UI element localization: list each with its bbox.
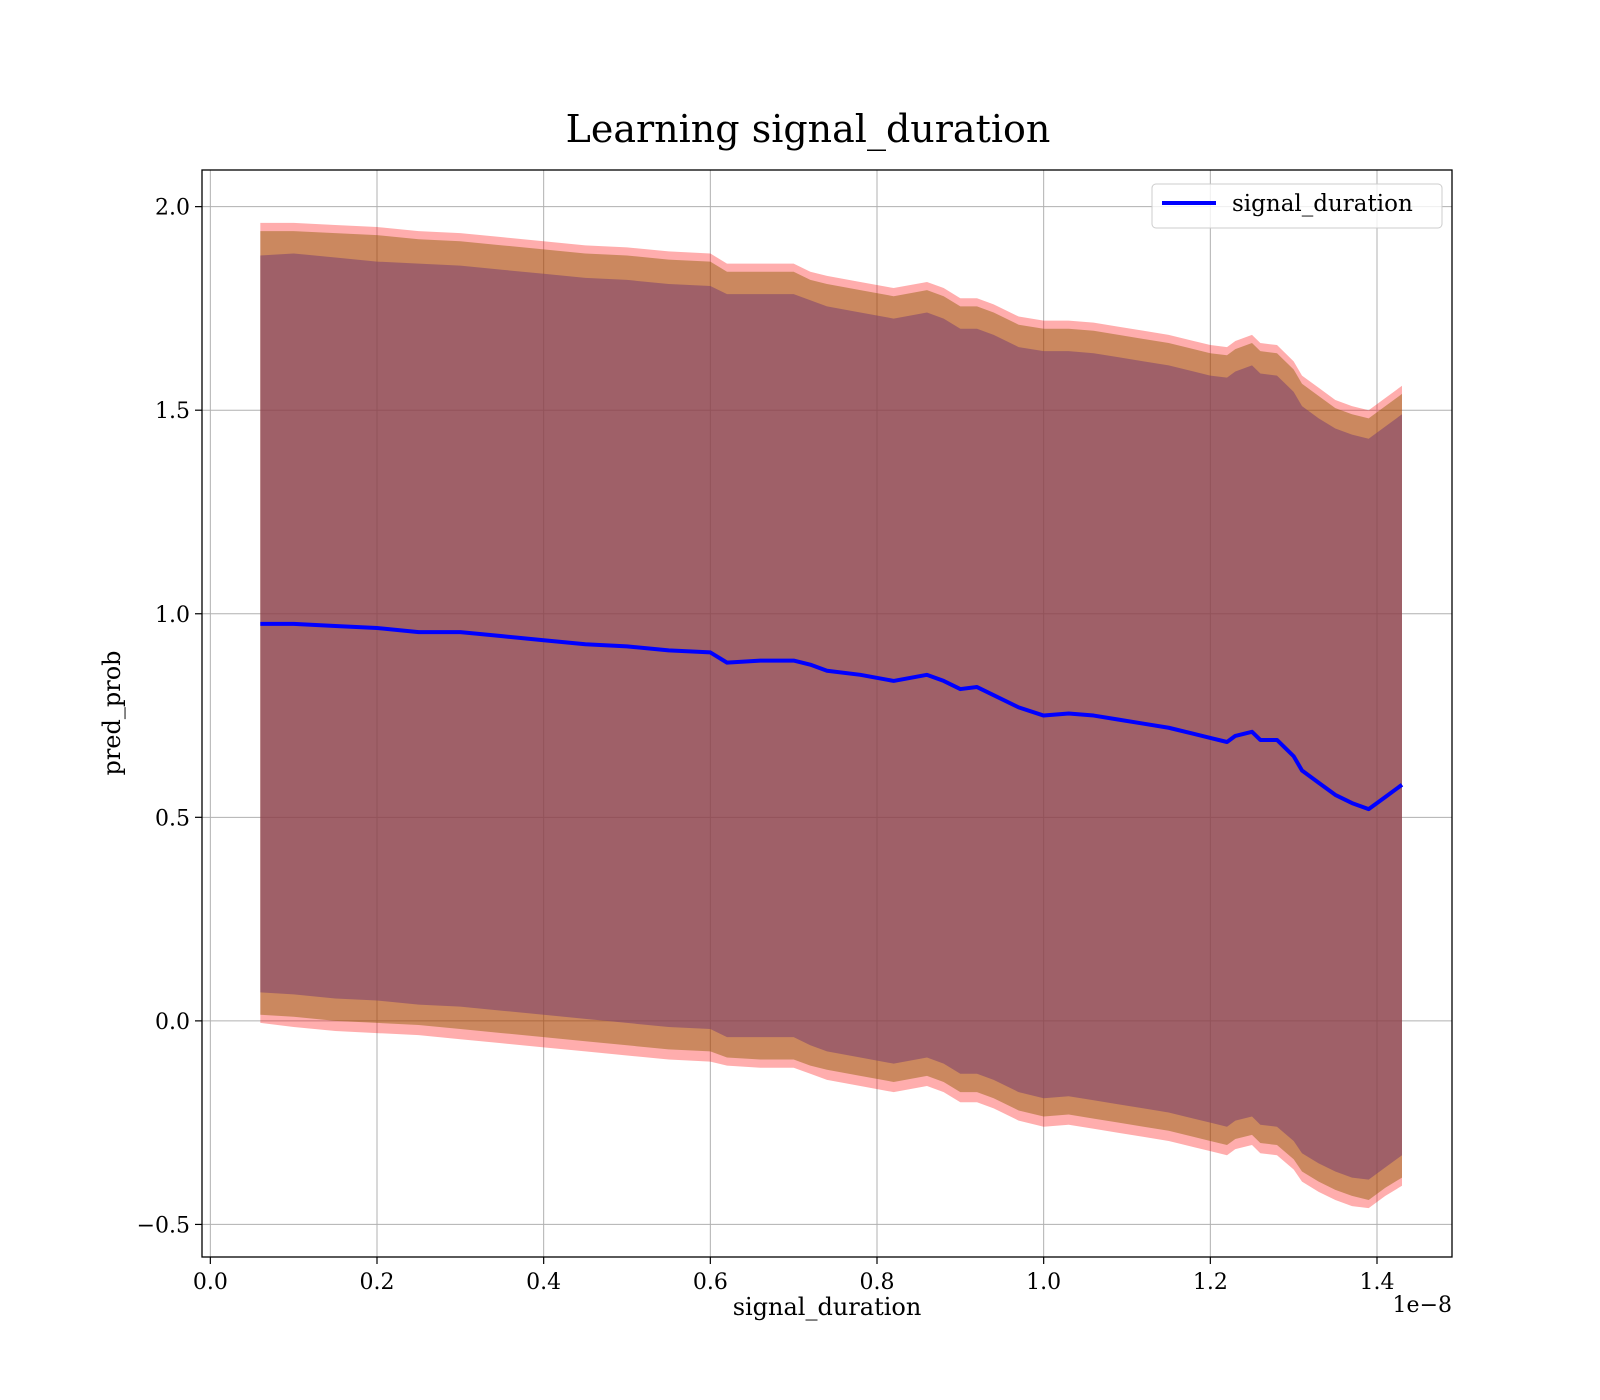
legend: signal_duration bbox=[1151, 183, 1443, 229]
y-axis-ticks: −0.5 0.0 0.5 1.0 1.5 2.0 bbox=[137, 196, 202, 1238]
core-band bbox=[260, 253, 1403, 1180]
legend-label: signal_duration bbox=[1232, 191, 1413, 217]
x-tick-label: 0.0 bbox=[193, 1270, 228, 1295]
x-tick-label: 1.4 bbox=[1360, 1270, 1395, 1295]
y-tick-label: 1.5 bbox=[155, 399, 190, 424]
x-tick-label: 0.4 bbox=[526, 1270, 561, 1295]
x-tick-label: 1.0 bbox=[1026, 1270, 1061, 1295]
y-tick-label: 0.5 bbox=[155, 806, 190, 831]
legend-box bbox=[1151, 183, 1443, 229]
x-tick-label: 0.8 bbox=[860, 1270, 895, 1295]
x-axis-offset-label: 1e−8 bbox=[1393, 1293, 1452, 1318]
x-tick-label: 1.2 bbox=[1193, 1270, 1228, 1295]
y-axis-label: pred_prob bbox=[98, 650, 126, 775]
y-tick-label: 2.0 bbox=[155, 196, 190, 221]
series-line-signal_duration bbox=[260, 621, 1404, 812]
line-layer bbox=[260, 621, 1404, 812]
band-layer bbox=[260, 222, 1403, 1209]
plot-frame bbox=[201, 169, 1453, 1258]
x-axis-label: signal_duration bbox=[733, 1293, 922, 1321]
y-tick-label: 0.0 bbox=[155, 1010, 190, 1035]
y-tick-label: −0.5 bbox=[137, 1213, 190, 1238]
y-tick-label: 1.0 bbox=[155, 603, 190, 628]
x-axis-ticks: 0.0 0.2 0.4 0.6 0.8 1.0 1.2 1.4 bbox=[193, 1257, 1395, 1295]
chart-title: Learning signal_duration bbox=[566, 107, 1051, 152]
x-tick-label: 0.6 bbox=[693, 1270, 728, 1295]
x-tick-label: 0.2 bbox=[360, 1270, 395, 1295]
